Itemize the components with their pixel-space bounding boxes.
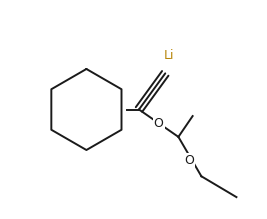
Text: O: O xyxy=(154,117,164,130)
Text: O: O xyxy=(184,154,194,168)
Text: Li: Li xyxy=(163,49,174,62)
